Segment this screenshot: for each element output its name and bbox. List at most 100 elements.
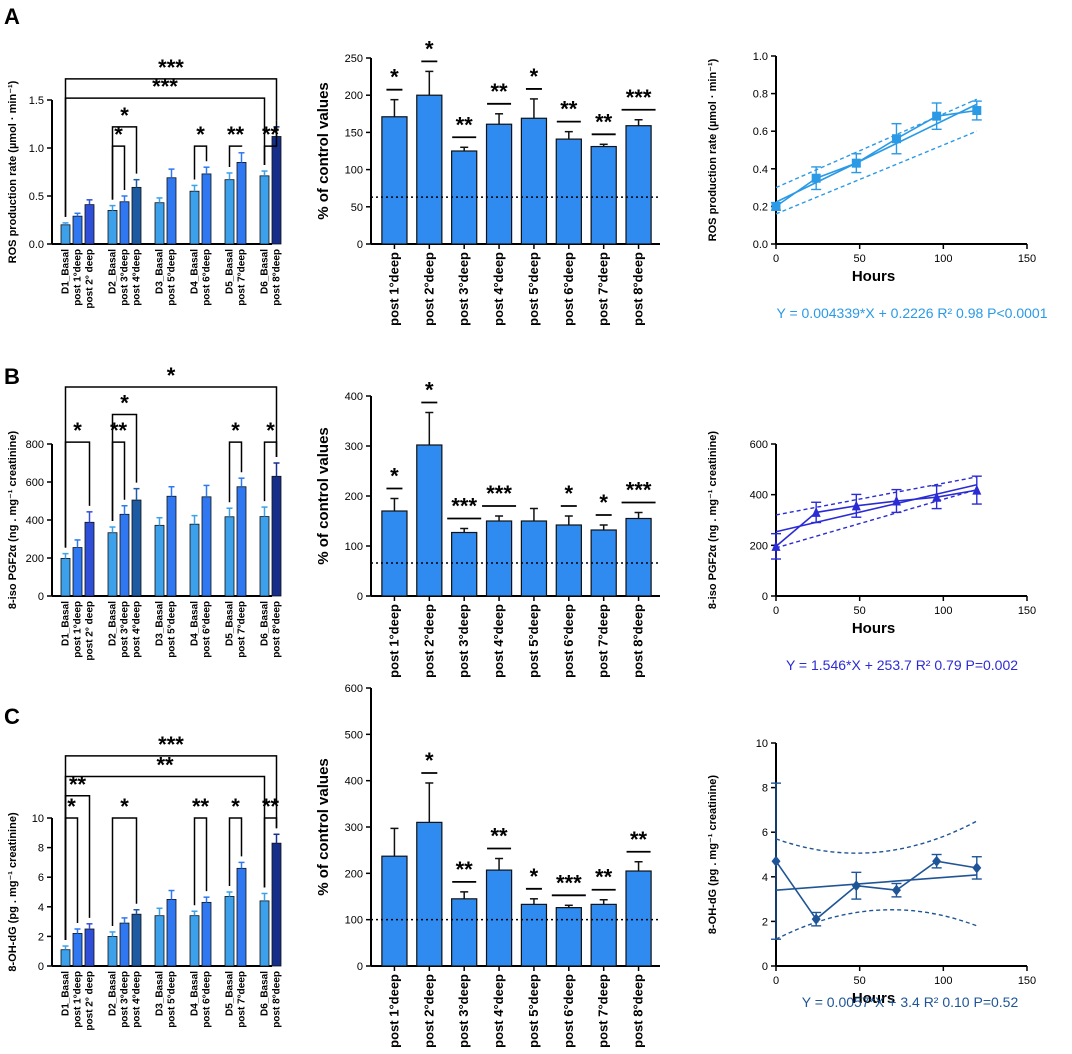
significance-stars: ** [262, 794, 280, 819]
bar [201, 901, 212, 967]
significance-bracket [64, 817, 79, 941]
y-axis-label: 8-iso PGF2α (ng . mg⁻¹ creatinine) [707, 431, 719, 610]
bar [271, 136, 282, 245]
y-tick-label: 400 [345, 391, 363, 403]
y-tick-label: 0 [357, 239, 363, 251]
category-label: D5_Basal [225, 249, 236, 294]
bar [166, 495, 177, 597]
category-label: post 5°deep [526, 604, 541, 678]
category-label: post 8°deep [272, 601, 283, 658]
significance-stars: * [67, 794, 76, 819]
y-tick-label: 200 [345, 90, 363, 102]
significance-stars: * [231, 418, 240, 443]
data-point [932, 855, 942, 867]
y-axis-label: 8-OH-dG (pg . mg⁻¹ creatinine) [707, 775, 719, 935]
bar [590, 903, 617, 967]
significance-stars: ** [69, 772, 87, 797]
bar [259, 175, 270, 245]
significance-stars: *** [451, 494, 477, 519]
panel-label-A: A [4, 4, 20, 29]
y-tick-label: 150 [345, 127, 363, 139]
category-label: post 5°deep [167, 601, 178, 658]
significance-bracket [228, 145, 243, 167]
data-point [891, 134, 901, 144]
y-axis-label: % of control values [315, 427, 332, 565]
bar [381, 116, 408, 245]
bar [189, 915, 200, 967]
significance-bracket [228, 441, 243, 503]
data-point [972, 484, 982, 495]
bar [154, 915, 165, 967]
bar [590, 145, 617, 245]
category-label: post 4°deep [132, 249, 143, 306]
ci-lower [775, 909, 978, 940]
significance-stars: ** [156, 753, 174, 778]
significance-stars: * [530, 864, 539, 889]
bar [625, 517, 652, 597]
significance-stars: ** [262, 122, 280, 147]
significance-stars: *** [626, 85, 652, 110]
bar [224, 896, 235, 967]
significance-bracket [263, 441, 278, 502]
significance-bracket [263, 817, 278, 888]
y-tick-label: 0.6 [753, 126, 768, 138]
category-label: post 5°deep [526, 974, 541, 1048]
significance-bracket [111, 441, 126, 522]
category-label: D6_Basal [260, 601, 271, 646]
x-tick-label: 0 [773, 253, 779, 265]
regression-line [775, 483, 977, 533]
bar [72, 215, 83, 245]
data-point [972, 862, 982, 874]
bar [84, 928, 95, 967]
bar [555, 138, 582, 245]
significance-bracket [193, 145, 208, 180]
data-point [972, 106, 982, 116]
x-tick-label: 0 [773, 975, 779, 987]
chart-C-mid: 0 100 200 300 400 500 600 % of control values po… [315, 683, 660, 1048]
y-tick-label: 100 [345, 541, 363, 553]
chart-B-right: 0 200 400 600 8-iso PGF2α (ng . mg⁻¹ creatin… [707, 431, 1036, 673]
bar [236, 867, 247, 967]
y-tick-label: 8 [762, 783, 768, 795]
bar [224, 516, 235, 597]
significance-stars: ** [595, 865, 613, 890]
category-label: D4_Basal [190, 601, 201, 646]
x-tick-label: 50 [854, 253, 866, 265]
y-tick-label: 400 [345, 776, 363, 788]
y-axis-label: 8-iso PGF2α (ng . mg⁻¹ creatinine) [7, 431, 19, 610]
y-tick-label: 400 [26, 515, 44, 527]
category-label: post 8°deep [272, 249, 283, 306]
chart-B-mid: 0 100 200 300 400 % of control values post 1°d… [315, 378, 660, 678]
y-tick-label: 0.8 [753, 89, 768, 101]
category-label: post 8°deep [631, 252, 646, 326]
data-point [771, 855, 781, 867]
category-label: post 7°deep [596, 604, 611, 678]
y-tick-label: 2 [38, 931, 44, 943]
y-tick-label: 4 [762, 872, 768, 884]
chart-A-right: 0.0 0.2 0.4 0.6 0.8 1.0 ROS production rate (µ… [707, 51, 1048, 321]
data-point [932, 111, 942, 121]
significance-stars: ** [560, 97, 578, 122]
regression-equation: Y = 0.004339*X + 0.2226 R² 0.98 P<0.0001 [776, 305, 1047, 321]
category-label: post 5°deep [526, 252, 541, 326]
significance-stars: *** [152, 74, 178, 99]
category-label: post 2°deep [421, 974, 436, 1048]
bar [520, 117, 548, 245]
bar [485, 869, 513, 967]
y-tick-label: 200 [345, 491, 363, 503]
category-label: D3_Basal [155, 971, 166, 1016]
significance-stars: * [425, 378, 434, 403]
category-label: post 1°deep [386, 974, 401, 1048]
category-label: post 5°deep [167, 249, 178, 306]
category-label: D2_Basal [108, 601, 119, 646]
bar [485, 123, 513, 245]
category-label: D1_Basal [61, 971, 72, 1016]
bar [84, 204, 95, 245]
y-tick-label: 0 [357, 591, 363, 603]
y-tick-label: 0.4 [753, 164, 768, 176]
bar [625, 125, 652, 245]
category-label: post 3°deep [456, 974, 471, 1048]
x-axis-label: Hours [852, 620, 895, 637]
regression-equation: Y = 0.0057*X + 3.4 R² 0.10 P=0.52 [802, 994, 1019, 1010]
category-label: post 2° deep [85, 971, 96, 1031]
